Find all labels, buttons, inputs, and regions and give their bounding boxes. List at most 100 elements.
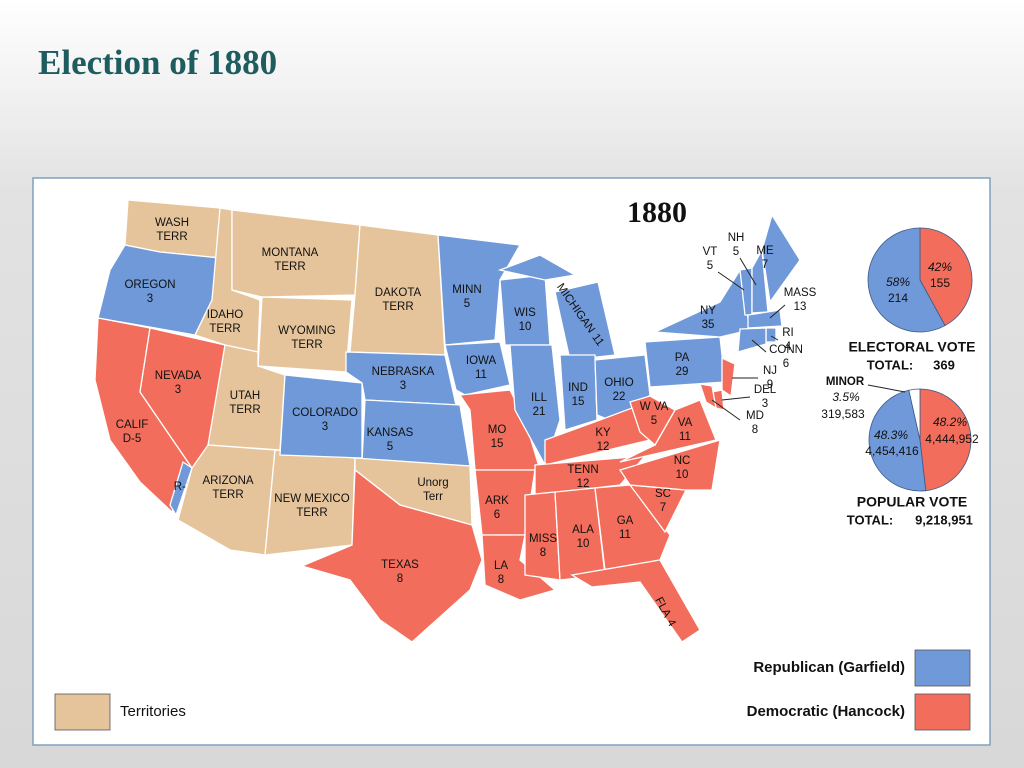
region-label-part: 4 xyxy=(664,617,678,629)
region-label: 8 xyxy=(540,547,546,559)
region-label: 6 xyxy=(783,358,789,370)
slice-percent: 48.3% xyxy=(874,428,908,442)
region-label: 3 xyxy=(400,380,406,392)
region-label: 8 xyxy=(752,424,758,436)
leader-line xyxy=(717,271,745,291)
region-shape xyxy=(437,234,522,346)
leader-line xyxy=(739,257,757,286)
pie-total: 369 xyxy=(933,357,955,372)
region-label: OHIO xyxy=(604,377,633,389)
region-label: 7 xyxy=(660,502,666,514)
region-label: 9 xyxy=(767,379,773,391)
region-label: ME xyxy=(756,245,774,257)
region-label: PA xyxy=(675,352,690,364)
pie-total: 9,218,951 xyxy=(915,512,973,527)
region-label: MD xyxy=(746,410,764,422)
region-label: 4 xyxy=(785,341,792,353)
regions: WASHTERROREGON3CALIFD-5R-1NEVADA3IDAHOTE… xyxy=(94,199,817,643)
region-label: 5 xyxy=(464,298,470,310)
region-label: 5 xyxy=(733,246,739,258)
region-label: LA xyxy=(494,560,508,572)
region-label: ILL xyxy=(531,392,548,404)
pie-title: ELECTORAL VOTE xyxy=(848,339,975,355)
region-label: 11 xyxy=(679,431,691,443)
region-label: 12 xyxy=(577,478,590,490)
region-shape xyxy=(629,395,676,447)
region-label: DAKOTA xyxy=(375,287,422,299)
map-year: 1880 xyxy=(627,196,687,229)
region-label: IND xyxy=(568,382,588,394)
region-label: NJ xyxy=(763,365,777,377)
region-label: MO xyxy=(488,424,507,436)
region-label: COLORADO xyxy=(292,407,358,419)
region-label: MASS xyxy=(784,287,817,299)
region-label: 5 xyxy=(707,260,713,272)
slice-percent: 42% xyxy=(928,260,952,274)
region-label: 3 xyxy=(175,384,181,396)
slice-percent: 3.5% xyxy=(832,390,860,404)
region-label: MINN xyxy=(452,284,481,296)
region-label: IDAHO xyxy=(207,309,243,321)
region-shape xyxy=(300,468,483,643)
slice-percent: 58% xyxy=(886,275,910,289)
region-label: NEVADA xyxy=(155,370,202,382)
region-label: NY xyxy=(700,305,716,317)
region-label: VA xyxy=(678,417,693,429)
pie-slice xyxy=(908,388,921,441)
region-label: WASH xyxy=(155,217,189,229)
leader-line xyxy=(751,339,767,353)
region-label: 15 xyxy=(491,438,504,450)
pie-total-label: TOTAL: xyxy=(867,357,913,372)
region-label: NEW MEXICO xyxy=(274,493,349,505)
slice-votes: 4,454,416 xyxy=(865,444,919,458)
region-label: 11 xyxy=(475,369,487,381)
leader-line xyxy=(770,335,779,341)
region-label: NEBRASKA xyxy=(372,366,435,378)
region-shape xyxy=(444,341,511,396)
region-label: 10 xyxy=(676,469,689,481)
region-label: 8 xyxy=(397,573,403,585)
pie-total-label: TOTAL: xyxy=(847,512,893,527)
slice-votes: 155 xyxy=(930,276,950,290)
region-label: ARIZONA xyxy=(202,475,253,487)
pie-slice xyxy=(919,227,973,327)
region-label: TEXAS xyxy=(381,559,419,571)
region-label: TERR xyxy=(382,301,413,313)
region-label-part: 11 xyxy=(589,332,606,349)
region-label: 10 xyxy=(577,538,590,550)
region-label: ARK xyxy=(485,495,509,507)
region-shape xyxy=(554,281,616,361)
region-label: 3 xyxy=(762,398,768,410)
region-shape xyxy=(559,354,598,431)
region-label: 5 xyxy=(387,441,393,453)
region-label: OREGON xyxy=(124,279,175,291)
region-label: RI xyxy=(782,327,794,339)
pie-slice xyxy=(868,389,927,492)
region-label: NH xyxy=(728,232,745,244)
region-shape xyxy=(534,455,647,496)
region-label: DEL xyxy=(754,384,777,396)
leader-line xyxy=(867,384,906,393)
leader-line xyxy=(721,396,751,401)
region-label: WYOMING xyxy=(278,325,336,337)
pie-slice xyxy=(919,388,972,492)
region-label: TERR xyxy=(296,507,327,519)
region-label: 12 xyxy=(597,441,610,453)
region-shape xyxy=(497,254,577,281)
region-label: 13 xyxy=(794,301,807,313)
slice-votes: 4,444,952 xyxy=(925,432,979,446)
region-label: MISS xyxy=(529,533,557,545)
region-label: D-5 xyxy=(123,433,142,445)
region-shape xyxy=(169,460,193,517)
slide-title: Election of 1880 xyxy=(38,43,277,82)
region-shape xyxy=(618,439,721,491)
region-shape xyxy=(761,213,801,304)
region-label: Unorg xyxy=(417,477,448,489)
region-label: CONN xyxy=(769,344,803,356)
region-label: VT xyxy=(703,246,718,258)
region-label: W VA xyxy=(640,401,669,413)
region-label: Terr xyxy=(423,491,443,503)
region-label: KANSAS xyxy=(367,427,414,439)
region-label: 3 xyxy=(147,293,153,305)
